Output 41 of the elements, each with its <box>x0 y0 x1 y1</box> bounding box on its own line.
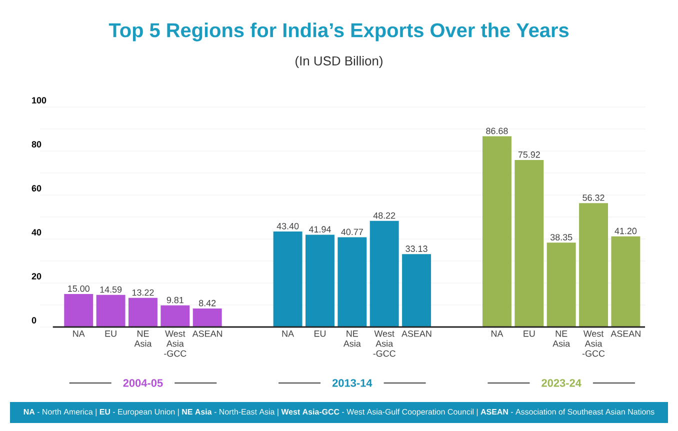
data-label: 15.00 <box>68 285 90 292</box>
x-tick-label: EU <box>524 330 535 337</box>
x-tick-label: NE Asia <box>552 330 570 347</box>
data-label: 75.92 <box>518 151 540 158</box>
data-label: 8.42 <box>199 300 216 306</box>
text: 2013-14 <box>332 379 372 387</box>
data-label: 86.68 <box>486 128 508 134</box>
data-label: 43.40 <box>276 222 299 230</box>
y-tick-label: 80 <box>32 141 42 148</box>
text: 2023-24 <box>542 379 582 387</box>
y-tick-label: 20 <box>32 273 42 280</box>
y-tick-label: 60 <box>32 185 42 192</box>
chart-title: Top 5 Regions for India’s Exports Over the Years <box>108 22 569 42</box>
x-tick-label: NE Asia <box>343 330 361 347</box>
data-label: 41.94 <box>308 226 331 233</box>
data-label: 33.13 <box>406 246 428 252</box>
x-tick-label: EU <box>314 330 326 337</box>
x-tick-label: EU <box>105 330 116 337</box>
data-label: 40.77 <box>341 228 363 236</box>
x-tick-label: West Asia -GCC <box>582 330 605 357</box>
chart-subtitle: (In USD Billion) <box>296 56 382 68</box>
y-tick-label: 100 <box>32 97 46 104</box>
text: 2004-05 <box>123 379 163 387</box>
data-label: 9.81 <box>166 296 184 304</box>
x-tick-label: NA <box>73 330 85 337</box>
x-tick-label: NA <box>491 330 504 337</box>
data-label: 13.22 <box>132 289 154 296</box>
x-tick-label: ASEAN <box>402 330 432 337</box>
x-tick-label: West Asia -GCC <box>373 330 396 357</box>
x-tick-label: ASEAN <box>610 330 640 337</box>
y-tick-label: 40 <box>32 229 42 236</box>
x-tick-label: West Asia -GCC <box>164 330 186 357</box>
y-tick-label: 0 <box>32 317 36 324</box>
data-label: 14.59 <box>100 286 122 293</box>
x-tick-label: ASEAN <box>192 330 222 337</box>
data-label: 38.35 <box>550 234 572 240</box>
data-label: 56.32 <box>582 194 604 201</box>
x-tick-label: NE Asia <box>134 330 152 347</box>
x-tick-label: NA <box>282 330 294 337</box>
data-label: 48.22 <box>373 212 396 219</box>
data-label: 41.20 <box>614 228 637 234</box>
